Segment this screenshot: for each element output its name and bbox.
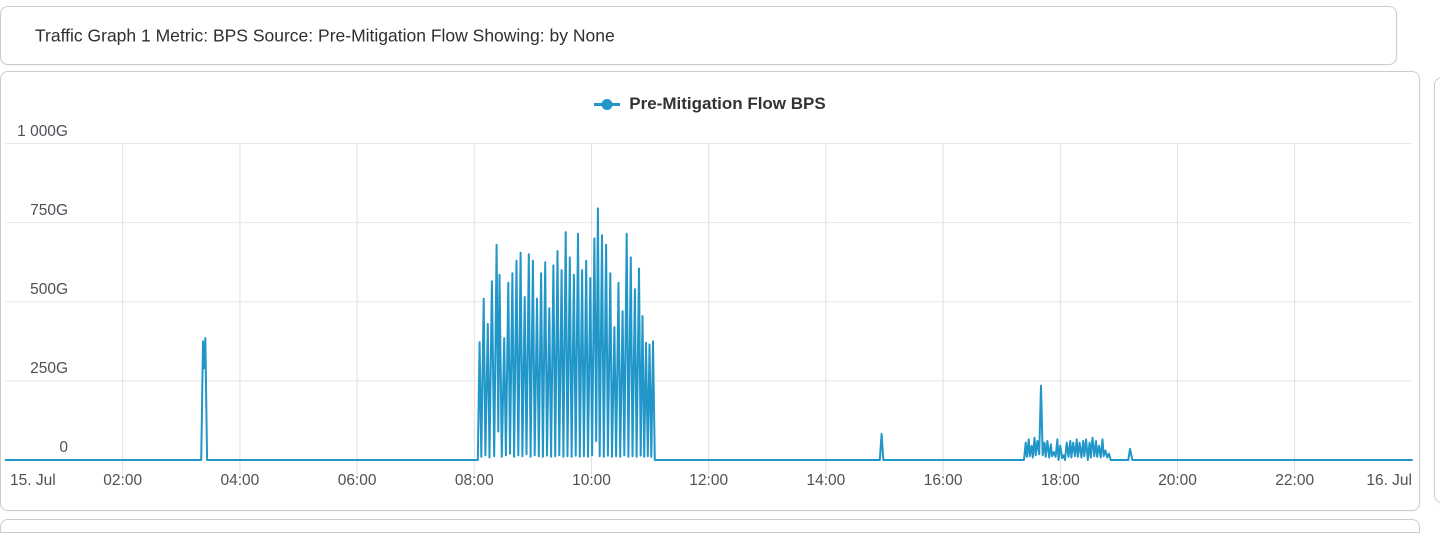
legend-marker-icon <box>594 98 621 110</box>
traffic-plot[interactable] <box>1 72 1419 510</box>
page: { "header": { "title": "Traffic Graph 1 … <box>0 6 1440 533</box>
legend-item-pre-mitigation-flow-bps[interactable]: Pre-Mitigation Flow BPS <box>594 94 826 114</box>
legend-label: Pre-Mitigation Flow BPS <box>629 94 826 113</box>
traffic-graph-card: 1 000G 750G 500G 250G 0 15. Jul 02:00 04:00 06:… <box>0 71 1420 511</box>
legend: Pre-Mitigation Flow BPS <box>1 94 1419 114</box>
graph-header-card: Traffic Graph 1 Metric: BPS Source: Pre-… <box>0 6 1397 65</box>
next-panel-top-edge <box>0 519 1420 533</box>
graph-title: Traffic Graph 1 Metric: BPS Source: Pre-… <box>35 25 615 45</box>
adjacent-panel-right-edge <box>1434 77 1440 503</box>
